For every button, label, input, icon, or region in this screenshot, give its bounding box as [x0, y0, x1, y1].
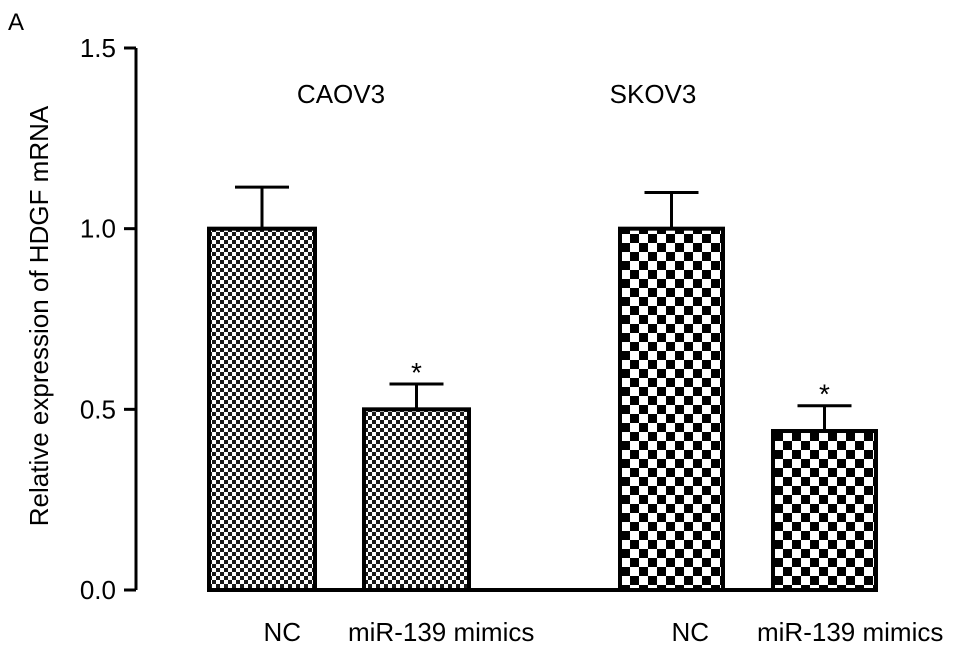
- y-tick-label: 1.5: [80, 33, 116, 63]
- labels: CAOV3 NC * miR-139 mimics SKOV3 NC * miR-139 mi…: [263, 79, 943, 647]
- y-axis-label: Relative expression of HDGF mRNA: [24, 105, 54, 526]
- y-tick-label: 0.0: [80, 575, 116, 605]
- bar: [362, 407, 471, 593]
- bar: [771, 429, 878, 592]
- y-ticks: 0.0 0.5 1.0 1.5: [80, 33, 136, 605]
- category-label: NC: [263, 617, 301, 647]
- significance-marker: *: [411, 357, 422, 388]
- group-title: SKOV3: [610, 79, 697, 109]
- y-tick-label: 0.5: [80, 394, 116, 424]
- category-label: miR-139 mimics: [348, 617, 534, 647]
- axes: [134, 48, 876, 592]
- y-tick-label: 1.0: [80, 214, 116, 244]
- significance-marker: *: [819, 379, 830, 410]
- bar: [207, 226, 317, 593]
- group-title: CAOV3: [297, 79, 385, 109]
- bars: [207, 185, 878, 593]
- panel-label: A: [8, 9, 24, 36]
- category-label: miR-139 mimics: [757, 617, 943, 647]
- category-label: NC: [671, 617, 709, 647]
- bar: [618, 226, 725, 593]
